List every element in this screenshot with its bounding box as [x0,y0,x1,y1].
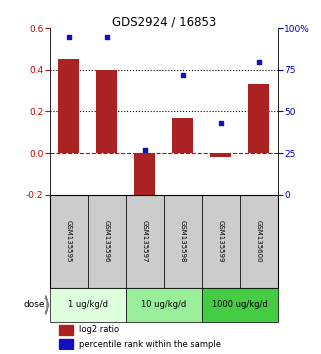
Point [256,59,261,64]
Bar [202,195,240,288]
Bar [240,195,278,288]
Point [66,34,71,39]
Bar [59,325,73,335]
Text: GSM135598: GSM135598 [180,220,186,263]
Bar [126,195,164,288]
Text: log2 ratio: log2 ratio [79,325,119,335]
Bar [50,195,88,288]
Point [218,120,223,126]
Point [104,34,109,39]
Text: GSM135596: GSM135596 [104,220,110,263]
Title: GDS2924 / 16853: GDS2924 / 16853 [112,15,216,28]
Text: dose: dose [24,301,45,309]
Text: GSM135595: GSM135595 [66,220,72,263]
Text: GSM135600: GSM135600 [256,220,262,263]
Text: 1000 ug/kg/d: 1000 ug/kg/d [212,301,268,309]
Bar [202,288,278,322]
Bar [210,153,231,157]
Bar [58,59,79,153]
Bar [134,153,155,205]
Bar [96,70,117,153]
Text: percentile rank within the sample: percentile rank within the sample [79,340,221,349]
Bar [126,288,202,322]
Bar [164,195,202,288]
Point [142,147,147,153]
Bar [50,288,126,322]
Text: GSM135597: GSM135597 [142,220,148,263]
Text: 10 ug/kg/d: 10 ug/kg/d [141,301,186,309]
Text: GSM135599: GSM135599 [218,220,224,263]
Point [180,72,185,78]
Text: 1 ug/kg/d: 1 ug/kg/d [68,301,108,309]
Bar [248,85,269,153]
FancyArrow shape [46,296,48,314]
Bar [59,339,73,349]
Bar [172,118,193,153]
Bar [88,195,126,288]
